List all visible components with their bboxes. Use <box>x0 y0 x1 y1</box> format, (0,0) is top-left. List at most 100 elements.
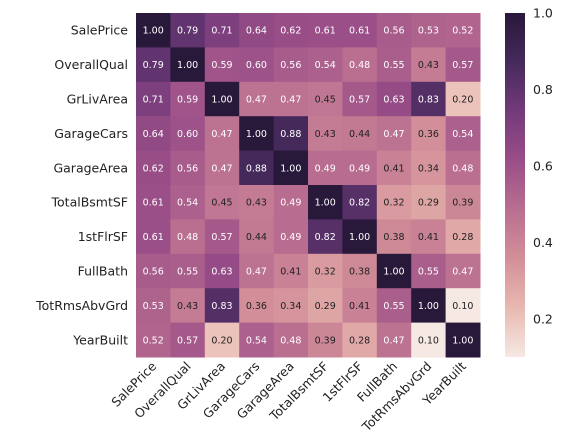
heatmap-cell <box>342 47 378 83</box>
heatmap-cell <box>136 81 171 117</box>
heatmap-cell <box>411 116 447 152</box>
heatmap-cell <box>204 219 240 255</box>
row-label: TotRmsAbvGrd <box>35 298 128 313</box>
heatmap-cell <box>239 322 275 358</box>
heatmap-cell <box>445 116 481 152</box>
cell-value-label: 0.79 <box>177 26 198 37</box>
cell-value-label: 0.28 <box>452 232 473 243</box>
cell-value-label: 0.57 <box>349 95 370 106</box>
heatmap-cell <box>204 253 240 289</box>
heatmap-cell <box>445 253 481 289</box>
row-label: OverallQual <box>54 57 128 72</box>
colorbar-tick-label: 1.0 <box>533 6 553 21</box>
cell-value-label: 0.83 <box>211 301 232 312</box>
heatmap-cell <box>204 322 240 358</box>
heatmap-cell <box>308 150 343 186</box>
cell-value-label: 0.44 <box>349 129 370 140</box>
heatmap-cell <box>342 288 378 324</box>
cell-value-label: 0.71 <box>143 95 164 106</box>
heatmap-cell <box>170 185 206 220</box>
heatmap-cell <box>411 13 447 48</box>
heatmap-cell <box>170 322 206 358</box>
heatmap-cell <box>308 47 343 83</box>
heatmap-cell <box>170 288 206 324</box>
cell-value-label: 0.48 <box>452 163 473 174</box>
heatmap-cell <box>136 219 171 255</box>
row-labels: SalePrice OverallQual GrLivArea GarageCars G… <box>35 23 128 348</box>
row-label: FullBath <box>78 264 128 279</box>
cell-value-label: 1.00 <box>418 301 439 312</box>
cell-value-label: 0.55 <box>177 267 198 278</box>
heatmap-cell <box>204 288 240 324</box>
heatmap-cell <box>308 253 343 289</box>
heatmap-cell <box>376 288 412 324</box>
heatmap-cell <box>411 288 447 324</box>
heatmap-cell <box>445 219 481 255</box>
cell-value-label: 0.54 <box>246 335 267 346</box>
heatmap-cell <box>170 150 206 186</box>
heatmap-cell <box>308 13 343 48</box>
colorbar-gradient <box>505 13 525 357</box>
row-label: 1stFlrSF <box>78 229 128 244</box>
cell-value-label: 0.54 <box>452 129 473 140</box>
cell-value-label: 0.55 <box>383 60 404 71</box>
cell-value-label: 0.48 <box>349 60 370 71</box>
cell-value-label: 0.29 <box>418 198 439 209</box>
cell-value-label: 0.41 <box>418 232 439 243</box>
cell-value-label: 0.62 <box>280 26 301 37</box>
heatmap-cell <box>376 219 412 255</box>
cell-value-label: 0.63 <box>211 267 232 278</box>
cell-value-label: 0.47 <box>211 129 232 140</box>
heatmap-cell <box>445 322 481 358</box>
heatmap-cell <box>342 150 378 186</box>
cell-value-label: 0.47 <box>383 335 404 346</box>
heatmap-cell <box>239 116 275 152</box>
cell-value-label: 0.60 <box>246 60 267 71</box>
cell-value-label: 0.48 <box>280 335 301 346</box>
cell-value-label: 0.55 <box>383 301 404 312</box>
colorbar-tick-label: 0.8 <box>533 82 553 97</box>
heatmap-cell <box>239 150 275 186</box>
cell-value-label: 0.88 <box>246 163 267 174</box>
heatmap-cell <box>411 47 447 83</box>
colorbar: 0.2 0.4 0.6 0.8 1.0 <box>505 6 553 357</box>
cell-value-label: 0.54 <box>315 60 336 71</box>
cell-value-label: 0.57 <box>452 60 473 71</box>
cell-value-label: 0.88 <box>280 129 301 140</box>
heatmap-cell <box>136 13 171 48</box>
heatmap-cell <box>204 116 240 152</box>
heatmap-cell <box>308 116 343 152</box>
heatmap-cell <box>445 81 481 117</box>
cell-value-label: 0.39 <box>315 335 336 346</box>
heatmap-cell <box>204 81 240 117</box>
heatmap-cell <box>308 219 343 255</box>
heatmap-cells: 1.00 0.79 0.71 0.64 0.62 0.61 0.61 0.56 0.53 0.52… <box>136 13 481 358</box>
cell-value-label: 0.57 <box>211 232 232 243</box>
heatmap-cell <box>342 81 378 117</box>
cell-value-label: 0.62 <box>143 163 164 174</box>
cell-value-label: 0.57 <box>177 335 198 346</box>
row-label: TotalBsmtSF <box>51 195 128 210</box>
cell-value-label: 0.82 <box>349 198 370 209</box>
cell-value-label: 0.36 <box>418 129 439 140</box>
cell-value-label: 0.56 <box>143 267 164 278</box>
heatmap-cell <box>136 116 171 152</box>
heatmap-cell <box>308 322 343 358</box>
heatmap-cell <box>376 116 412 152</box>
row-label: SalePrice <box>71 23 129 38</box>
heatmap-cell <box>136 322 171 358</box>
heatmap-cell <box>273 81 309 117</box>
cell-value-label: 1.00 <box>315 198 336 209</box>
cell-value-label: 0.83 <box>418 95 439 106</box>
cell-value-label: 0.44 <box>246 232 267 243</box>
heatmap-cell <box>170 219 206 255</box>
heatmap-cell <box>170 13 206 48</box>
heatmap-cell <box>376 253 412 289</box>
cell-value-label: 0.79 <box>143 60 164 71</box>
heatmap-cell <box>239 81 275 117</box>
heatmap-cell <box>239 253 275 289</box>
heatmap-cell <box>342 13 378 48</box>
cell-value-label: 1.00 <box>452 335 473 346</box>
heatmap-cell <box>445 150 481 186</box>
heatmap-cell <box>204 150 240 186</box>
